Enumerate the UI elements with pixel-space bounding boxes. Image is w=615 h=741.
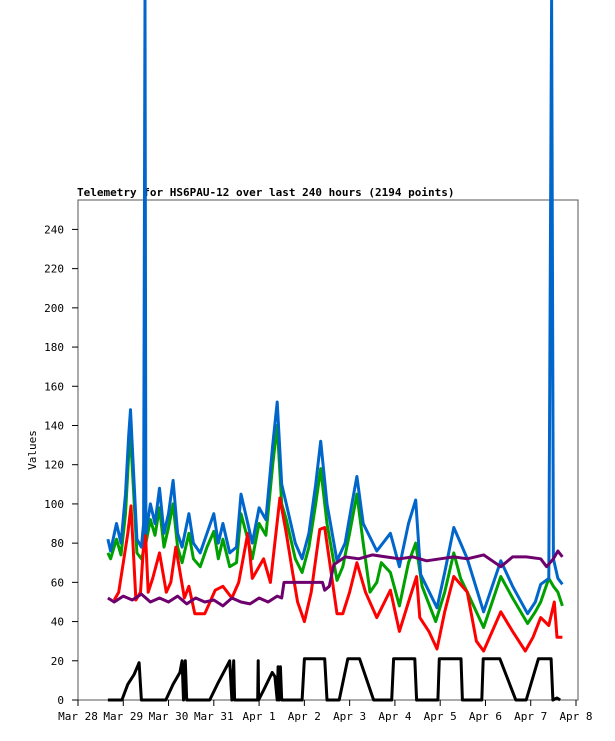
chart-title: Telemetry for HS6PAU-12 over last 240 ho… bbox=[77, 186, 455, 199]
series-line-black bbox=[107, 657, 561, 702]
y-axis: 0 20 40 60 80 100 120 140 160 180 200 220 240 bbox=[44, 223, 78, 707]
y-tick-label: 120 bbox=[44, 459, 64, 472]
y-tick-label: 180 bbox=[44, 341, 64, 354]
y-tick-label: 160 bbox=[44, 380, 64, 393]
y-tick-label: 60 bbox=[51, 576, 64, 589]
plot-area bbox=[77, 199, 579, 701]
series-line-blue bbox=[106, 0, 564, 616]
x-tick-label: Apr 7 bbox=[514, 710, 547, 723]
x-tick-label: Mar 30 bbox=[149, 710, 189, 723]
y-tick-label: 0 bbox=[57, 694, 64, 707]
series-lines bbox=[106, 0, 564, 702]
y-tick-label: 240 bbox=[44, 223, 64, 236]
x-tick-label: Apr 1 bbox=[243, 710, 276, 723]
y-tick-label: 20 bbox=[51, 655, 64, 668]
x-tick-label: Apr 8 bbox=[559, 710, 592, 723]
x-tick-label: Apr 2 bbox=[288, 710, 321, 723]
y-tick-label: 100 bbox=[44, 498, 64, 511]
y-tick-label: 140 bbox=[44, 419, 64, 432]
x-tick-label: Apr 3 bbox=[333, 710, 366, 723]
y-tick-label: 80 bbox=[51, 537, 64, 550]
x-tick-label: Apr 6 bbox=[469, 710, 502, 723]
y-tick-label: 40 bbox=[51, 616, 64, 629]
x-tick-label: Apr 5 bbox=[424, 710, 457, 723]
y-axis-label: Values bbox=[26, 430, 39, 470]
y-tick-label: 220 bbox=[44, 263, 64, 276]
series-line-red bbox=[112, 496, 563, 653]
x-tick-label: Apr 4 bbox=[378, 710, 411, 723]
series-line-purple bbox=[107, 549, 564, 608]
x-tick-label: Mar 31 bbox=[194, 710, 234, 723]
x-tick-label: Mar 28 bbox=[58, 710, 98, 723]
y-tick-label: 200 bbox=[44, 302, 64, 315]
x-tick-label: Mar 29 bbox=[103, 710, 143, 723]
x-axis: Mar 28 Mar 29 Mar 30 Mar 31 Apr 1 Apr 2 Apr 3 A… bbox=[58, 700, 593, 723]
